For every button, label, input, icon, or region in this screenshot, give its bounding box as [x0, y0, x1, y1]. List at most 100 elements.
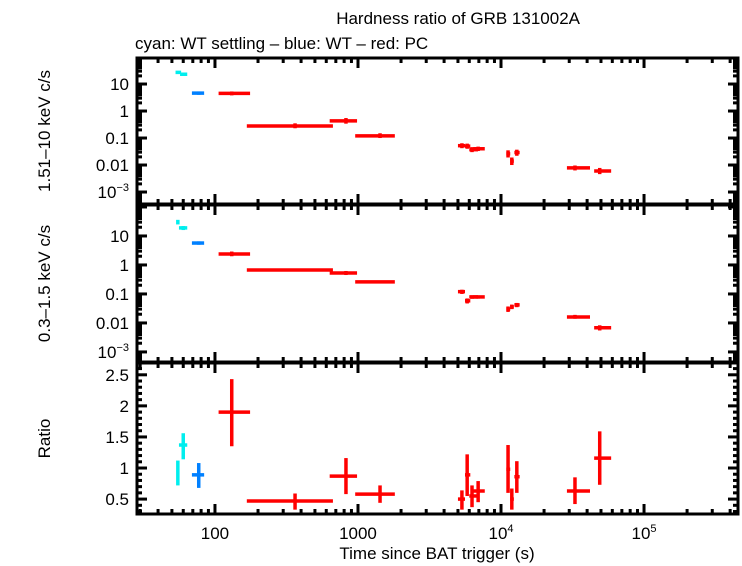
y-tick-label-text: 10 [98, 183, 117, 202]
y-axis-label: 0.3–1.5 keV c/s [35, 225, 54, 342]
data-point [329, 458, 358, 495]
data-point [457, 143, 465, 149]
panel-frame [135, 56, 740, 206]
x-tick-label: 105 [632, 523, 657, 543]
data-point [191, 463, 205, 488]
y-tick-label-text: 10 [110, 227, 129, 246]
data-point [464, 454, 471, 496]
panel-ratio: 2.5 2 1.5 1 0.5 Ratio [35, 361, 740, 516]
data-point [506, 445, 511, 493]
data-point [176, 460, 180, 486]
data-point [510, 304, 514, 310]
data-point [506, 150, 511, 158]
data-point [329, 270, 358, 276]
y-tick-label: 0.1 [105, 129, 129, 148]
data-point [191, 91, 205, 95]
data-point [594, 167, 612, 175]
x-tick-label-text: 1000 [339, 524, 377, 543]
y-tick-label-text: 1.5 [105, 428, 129, 447]
data-point [464, 143, 471, 149]
y-tick-label: 10 [110, 75, 129, 94]
panel-frame [135, 203, 740, 364]
y-axis-label: 1.51–10 keV c/s [35, 70, 54, 192]
y-tick-label-text: 0.1 [105, 285, 129, 304]
y-tick-label: 10−3 [98, 342, 129, 362]
data-point [191, 241, 205, 245]
data-point [457, 490, 465, 510]
data-point [355, 485, 395, 503]
data-point [246, 268, 333, 272]
y-tick-label: 2.5 [105, 366, 129, 385]
data-point [566, 314, 590, 319]
data-point [355, 133, 395, 139]
y-tick-label: 1 [120, 459, 129, 478]
series-pc [218, 91, 612, 175]
data-point [506, 306, 511, 312]
data-point [473, 481, 485, 503]
series-wt [191, 463, 205, 488]
y-tick-label: 0.5 [105, 490, 129, 509]
y-tick-label: 1 [120, 256, 129, 275]
data-point [218, 91, 251, 96]
data-point [514, 149, 520, 156]
y-tick-label: 0.01 [96, 314, 129, 333]
data-point [594, 325, 612, 331]
y-tick-label: 0.01 [96, 156, 129, 175]
x-tick-label-text: 10 [632, 524, 651, 543]
y-tick-label-exponent: −3 [116, 182, 129, 194]
data-point [510, 488, 514, 510]
series-wt-settling [176, 219, 188, 231]
y-tick-label: 1 [120, 102, 129, 121]
data-point [473, 146, 485, 152]
y-tick-label: 0.1 [105, 285, 129, 304]
data-point [178, 433, 188, 460]
chart-title: Hardness ratio of GRB 131002A [336, 9, 580, 28]
data-point [175, 70, 182, 75]
y-tick-label: 10 [110, 227, 129, 246]
data-point [355, 280, 395, 284]
data-point [566, 477, 590, 505]
data-point [473, 295, 485, 299]
data-point [329, 118, 358, 124]
data-point [464, 298, 471, 304]
x-tick-label-text: 100 [201, 524, 229, 543]
data-point [176, 219, 180, 225]
data-point [566, 165, 590, 171]
x-tick-label: 100 [201, 524, 229, 543]
x-tick-label: 104 [488, 523, 513, 543]
data-point [457, 289, 465, 294]
y-tick-label-text: 0.01 [96, 156, 129, 175]
y-tick-label-text: 0.5 [105, 490, 129, 509]
y-tick-label-text: 10 [98, 343, 117, 362]
data-point [218, 379, 251, 447]
series-wt-settling [176, 433, 188, 486]
y-tick-label-text: 1 [120, 459, 129, 478]
series-wt-settling [175, 70, 188, 77]
data-point [218, 251, 251, 257]
data-point [594, 431, 612, 485]
chart-subtitle-legend: cyan: WT settling – blue: WT – red: PC [135, 34, 428, 53]
y-tick-label-text: 1 [120, 256, 129, 275]
y-tick-label: 1.5 [105, 428, 129, 447]
data-point [246, 123, 333, 129]
data-point [180, 72, 188, 77]
y-axis-label: Ratio [35, 419, 54, 459]
series-wt [191, 241, 205, 245]
series-pc [218, 379, 612, 510]
data-point [514, 302, 520, 308]
x-tick-label-exponent: 4 [507, 523, 513, 535]
y-tick-label-text: 0.01 [96, 314, 129, 333]
data-point [246, 493, 333, 510]
y-tick-label-text: 0.1 [105, 129, 129, 148]
panel-frame [135, 361, 740, 516]
y-tick-label-text: 1 [120, 102, 129, 121]
series-wt [191, 91, 205, 95]
series-pc [218, 251, 612, 331]
y-tick-label-exponent: −3 [116, 342, 129, 354]
data-point [510, 157, 514, 166]
y-tick-label: 2 [120, 397, 129, 416]
